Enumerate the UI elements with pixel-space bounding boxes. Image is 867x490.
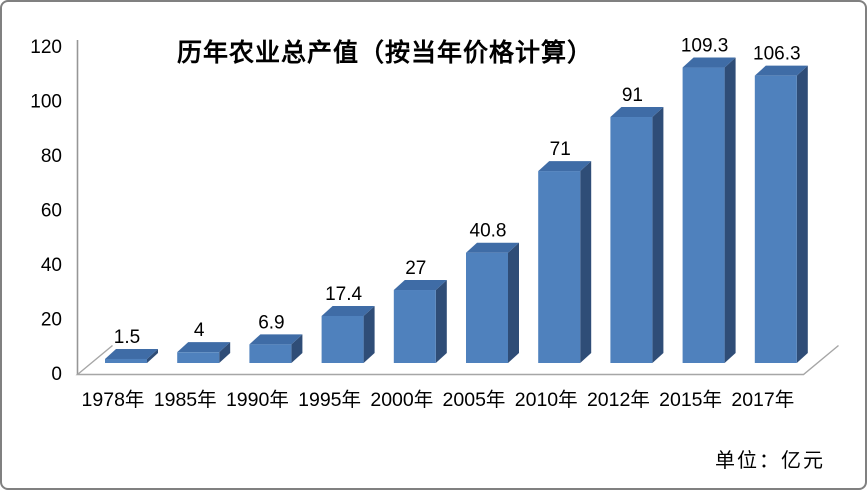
bar [105, 348, 158, 363]
bar [466, 242, 519, 363]
bar-value-label: 17.4 [325, 284, 362, 305]
bar-side-face [580, 161, 592, 363]
x-category-label: 2017年 [731, 389, 794, 411]
bar-front-face [105, 358, 147, 363]
bar-top-face [177, 342, 231, 353]
bar [754, 65, 808, 363]
x-category-label: 1978年 [82, 389, 145, 411]
bar-side-face [724, 57, 736, 363]
x-category-label: 1985年 [154, 389, 217, 411]
y-tick-label: 120 [30, 37, 62, 58]
bar-side-face [508, 242, 519, 363]
bar-front-face [682, 67, 725, 364]
bar-side-face [363, 305, 375, 363]
bar-top-face [538, 161, 592, 172]
y-tick-label: 40 [41, 255, 62, 276]
bar-value-label: 106.3 [753, 44, 801, 65]
x-category-label: 2010年 [515, 389, 578, 411]
y-tick-label: 100 [30, 92, 62, 113]
bar-front-face [249, 344, 292, 363]
bar-top-face [393, 280, 447, 291]
x-category-label: 2005年 [443, 389, 506, 411]
bar-front-face [754, 75, 797, 363]
bar-top-face [321, 305, 375, 316]
bar [321, 305, 375, 363]
bar-side-face [652, 107, 664, 364]
bar [393, 280, 447, 363]
x-category-label: 2015年 [659, 389, 722, 411]
bar-top-face [105, 348, 158, 359]
y-tick-label: 60 [41, 201, 62, 222]
bar-value-label: 4 [194, 320, 205, 341]
bar-value-label: 40.8 [470, 221, 507, 242]
bar-side-face [219, 342, 231, 363]
bar [249, 334, 303, 363]
bar-front-face [610, 117, 653, 364]
bar-front-face [466, 252, 508, 363]
bar-side-face [796, 65, 808, 363]
x-category-label: 1995年 [298, 389, 361, 411]
bar-top-face [754, 65, 808, 76]
bar [538, 161, 592, 363]
bar-value-label: 27 [405, 258, 426, 279]
y-tick-label: 20 [41, 310, 62, 331]
unit-label: 单位：亿元 [715, 450, 825, 472]
bar [682, 57, 736, 364]
bar-side-face [147, 348, 158, 363]
bar-front-face [321, 315, 364, 363]
bar-top-face [682, 57, 736, 68]
bar-front-face [177, 352, 220, 363]
x-category-label: 2000年 [370, 389, 433, 411]
bar-front-face [538, 171, 581, 363]
bar-top-face [610, 107, 664, 118]
bar [177, 342, 231, 363]
bar-value-label: 1.5 [114, 327, 140, 348]
bar-value-label: 109.3 [681, 36, 729, 57]
bar [610, 107, 664, 364]
bar-value-label: 71 [550, 139, 571, 160]
bar-top-face [466, 242, 519, 253]
bar-front-face [393, 290, 436, 363]
chart-title: 历年农业总产值（按当年价格计算） [177, 39, 594, 67]
x-category-label: 2012年 [587, 389, 650, 411]
y-tick-label: 0 [51, 364, 62, 385]
bar-side-face [435, 280, 447, 363]
y-tick-label: 80 [41, 146, 62, 167]
x-category-label: 1990年 [226, 389, 289, 411]
bar-side-face [291, 334, 303, 363]
bar-top-face [249, 334, 303, 345]
bar-value-label: 6.9 [258, 312, 284, 333]
floor-outline [75, 344, 839, 376]
bar-value-label: 91 [622, 85, 643, 106]
